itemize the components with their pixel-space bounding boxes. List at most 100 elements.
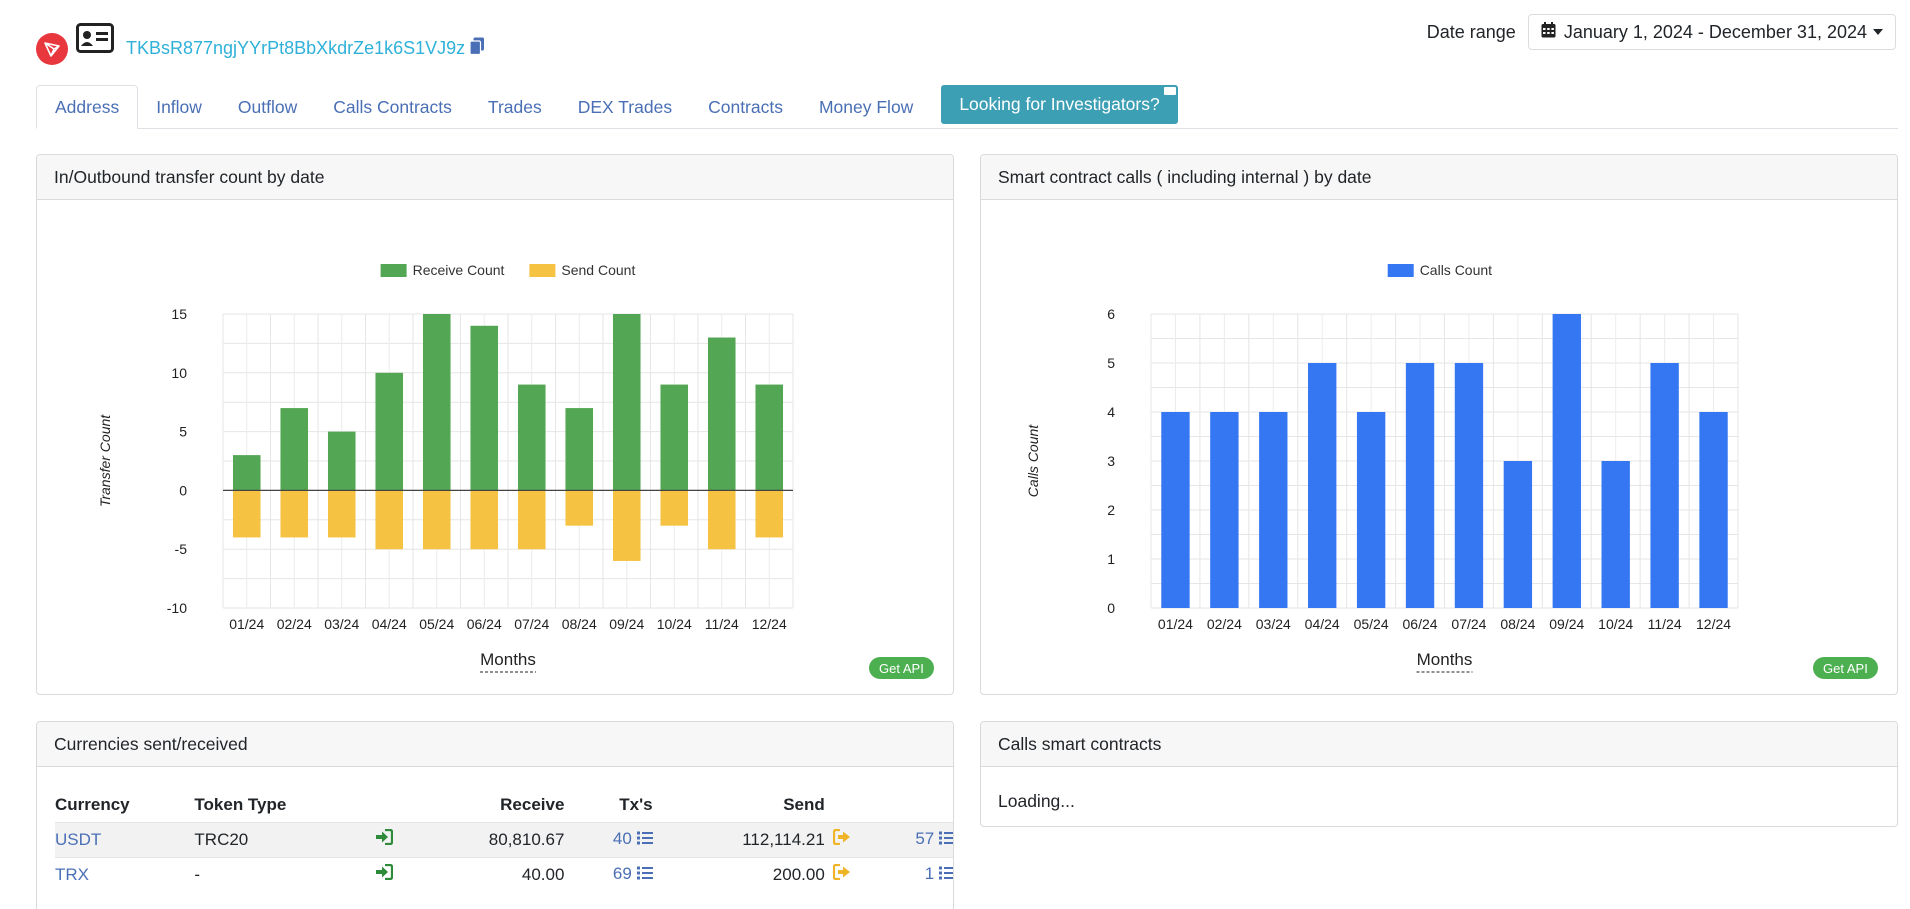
tab-contracts[interactable]: Contracts xyxy=(708,96,783,117)
y-tick-label: 3 xyxy=(1107,453,1115,469)
address-link[interactable]: TKBsR877ngjYYrPt8BbXkdrZe1k6S1VJ9z xyxy=(126,37,466,58)
y-tick-label: 0 xyxy=(179,482,187,498)
nav-tabs: Address Inflow Outflow Calls Contracts T… xyxy=(36,85,1898,129)
list-icon[interactable] xyxy=(939,830,953,850)
x-tick-label: 05/24 xyxy=(419,616,454,632)
tab-money-flow[interactable]: Money Flow xyxy=(818,96,914,117)
legend-label: Receive Count xyxy=(413,262,505,278)
get-api-button[interactable]: Get API xyxy=(869,657,934,679)
bar xyxy=(232,490,261,538)
y-tick-label: 1 xyxy=(1107,551,1115,567)
bar xyxy=(1601,461,1630,608)
x-axis-label: Months xyxy=(480,650,536,669)
bar xyxy=(755,384,784,491)
list-icon[interactable] xyxy=(939,865,953,885)
y-tick-label: 0 xyxy=(1107,600,1115,616)
id-card-icon[interactable] xyxy=(76,22,114,58)
bar xyxy=(327,490,356,538)
transfer-count-chart: Receive Count Send Count -10 -5 0 5 10 15 01/24 0… xyxy=(97,262,794,673)
x-tick-label: 10/24 xyxy=(1598,616,1633,632)
list-icon[interactable] xyxy=(636,830,653,850)
y-tick-label: -10 xyxy=(167,600,187,616)
bar xyxy=(1210,412,1239,608)
x-tick-label: 11/24 xyxy=(1648,616,1682,632)
token-type: TRC20 xyxy=(194,821,375,857)
send-icon xyxy=(832,828,851,850)
tab-outflow[interactable]: Outflow xyxy=(237,96,298,117)
bar xyxy=(1308,363,1337,608)
y-tick-label: 6 xyxy=(1107,306,1115,322)
y-tick-label: 15 xyxy=(171,306,187,322)
ad-badge-icon xyxy=(1163,87,1176,95)
bar xyxy=(565,408,594,491)
bar xyxy=(375,372,404,491)
receive-icon xyxy=(375,864,393,885)
calls-smart-card-title: Calls smart contracts xyxy=(981,722,1897,767)
contract-calls-chart: Calls Count 0 1 2 3 4 5 6 01/24 02/24 03/24 04/24 05… xyxy=(1025,262,1739,673)
tab-calls-contracts[interactable]: Calls Contracts xyxy=(333,96,452,117)
calls-card-title: Smart contract calls ( including interna… xyxy=(981,155,1897,200)
tab-address[interactable]: Address xyxy=(36,85,139,129)
bar xyxy=(1161,412,1190,608)
tab-dex-trades[interactable]: DEX Trades xyxy=(577,96,673,117)
bar xyxy=(280,408,309,491)
x-tick-label: 04/24 xyxy=(1305,616,1340,632)
col-receive: Receive xyxy=(500,794,565,814)
investigators-label: Looking for Investigators? xyxy=(959,94,1160,114)
bar xyxy=(1699,412,1728,608)
send-icon xyxy=(832,864,851,885)
x-tick-label: 08/24 xyxy=(562,616,597,632)
calls-smart-contracts-card: Calls smart contracts Loading... xyxy=(980,721,1898,827)
bar xyxy=(1356,412,1386,608)
get-api-button[interactable]: Get API xyxy=(1813,657,1878,679)
bar xyxy=(660,384,689,491)
currencies-card-title: Currencies sent/received xyxy=(37,722,953,767)
legend-label: Send Count xyxy=(561,262,635,278)
x-tick-label: 12/24 xyxy=(1696,616,1731,632)
tab-trades[interactable]: Trades xyxy=(487,96,542,117)
x-tick-label: 12/24 xyxy=(752,616,787,632)
x-tick-label: 03/24 xyxy=(324,616,359,632)
receive-amount: 40.00 xyxy=(407,856,565,892)
bar xyxy=(327,431,356,491)
date-range-picker[interactable]: January 1, 2024 - December 31, 2024 xyxy=(1527,14,1896,50)
transfer-count-card: In/Outbound transfer count by date Recei… xyxy=(36,154,954,695)
x-tick-label: 11/24 xyxy=(705,616,739,632)
bar xyxy=(422,490,451,550)
bar xyxy=(755,490,784,538)
table-row: TRX - 40.00 69 200.00 1 xyxy=(55,856,953,892)
y-tick-label: 10 xyxy=(171,365,187,381)
copy-icon[interactable] xyxy=(469,37,485,60)
receive-tx-count[interactable]: 40 xyxy=(612,829,632,849)
currency-link[interactable]: TRX xyxy=(55,864,89,884)
bar xyxy=(280,490,309,538)
tab-inflow[interactable]: Inflow xyxy=(156,96,202,117)
y-tick-label: 2 xyxy=(1107,502,1115,518)
date-range-value: January 1, 2024 - December 31, 2024 xyxy=(1563,21,1867,42)
x-tick-label: 09/24 xyxy=(609,616,644,632)
x-tick-label: 07/24 xyxy=(514,616,549,632)
currencies-table: Currency Token Type Receive Tx's Send US… xyxy=(55,788,953,892)
investigators-button[interactable]: Looking for Investigators? xyxy=(941,85,1178,124)
bar xyxy=(1405,363,1435,608)
x-tick-label: 06/24 xyxy=(467,616,502,632)
list-icon[interactable] xyxy=(636,865,653,885)
transfer-card-title: In/Outbound transfer count by date xyxy=(37,155,953,200)
currency-link[interactable]: USDT xyxy=(55,829,102,849)
legend-label: Calls Count xyxy=(1420,262,1492,278)
legend-swatch xyxy=(380,264,407,277)
date-range: Date range January 1, 2024 - December 31… xyxy=(1427,14,1896,50)
bar xyxy=(1454,363,1484,608)
bar xyxy=(375,490,404,550)
loading-status: Loading... xyxy=(998,791,1075,811)
bar xyxy=(232,455,261,491)
bar xyxy=(1259,412,1288,608)
x-tick-label: 02/24 xyxy=(1207,616,1242,632)
x-tick-label: 07/24 xyxy=(1451,616,1486,632)
send-tx-count[interactable]: 57 xyxy=(915,829,935,849)
x-tick-label: 05/24 xyxy=(1354,616,1389,632)
y-tick-label: 4 xyxy=(1107,404,1115,420)
receive-tx-count[interactable]: 69 xyxy=(612,864,632,884)
y-tick-label: 5 xyxy=(179,424,187,440)
send-tx-count[interactable]: 1 xyxy=(924,864,935,884)
